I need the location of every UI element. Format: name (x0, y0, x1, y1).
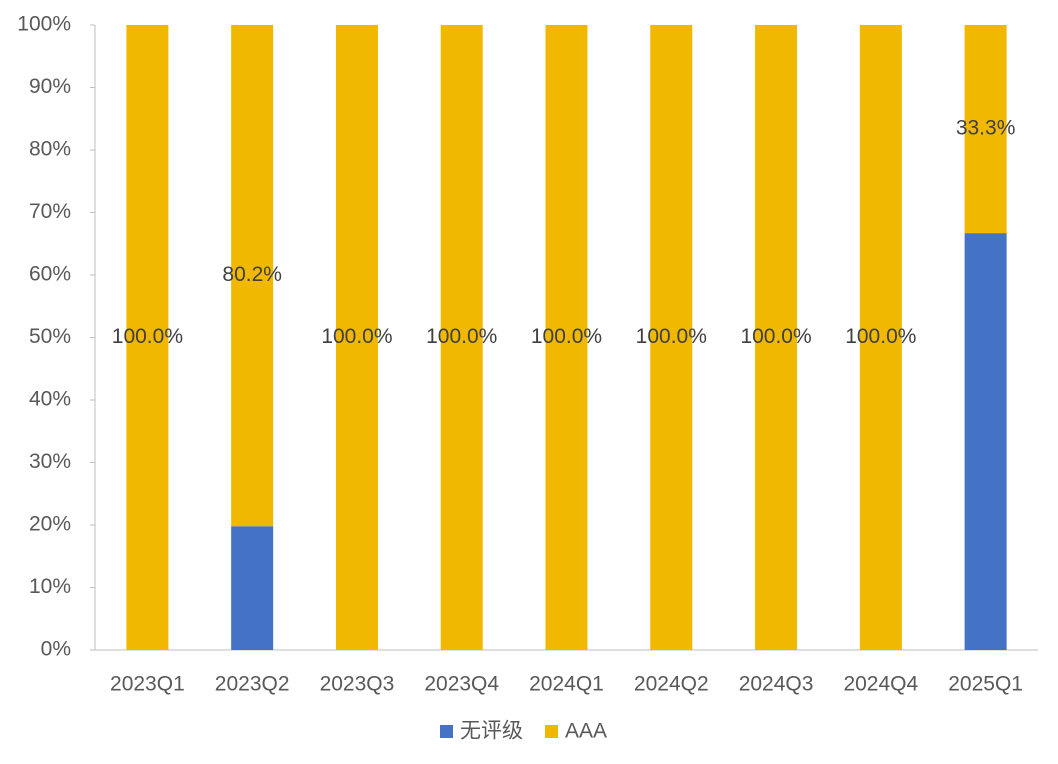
y-tick-label: 50% (29, 325, 71, 348)
x-tick-label: 2024Q2 (634, 673, 709, 696)
bar-segment (650, 25, 693, 650)
y-tick-label: 0% (41, 638, 71, 661)
data-label: 80.2% (222, 263, 282, 286)
data-label: 100.0% (845, 325, 916, 348)
x-tick-label: 2024Q4 (843, 673, 918, 696)
data-label: 33.3% (956, 117, 1016, 140)
y-tick-label: 100% (17, 13, 71, 36)
x-tick-label: 2023Q3 (320, 673, 395, 696)
legend-swatch (545, 725, 558, 738)
x-tick-label: 2023Q1 (110, 673, 185, 696)
x-tick-label: 2024Q3 (739, 673, 814, 696)
y-tick-label: 80% (29, 138, 71, 161)
legend-label: AAA (565, 720, 607, 743)
y-tick-label: 40% (29, 388, 71, 411)
bar-segment (440, 25, 483, 650)
y-tick-label: 10% (29, 575, 71, 598)
bar-segment (231, 25, 274, 527)
y-tick-label: 70% (29, 200, 71, 223)
y-tick-label: 60% (29, 263, 71, 286)
data-label: 100.0% (531, 325, 602, 348)
y-tick-label: 30% (29, 450, 71, 473)
data-label: 100.0% (321, 325, 392, 348)
bar-segment (231, 526, 274, 650)
y-tick-label: 90% (29, 75, 71, 98)
bar-segment (964, 25, 1007, 234)
bar-segment (335, 25, 378, 650)
x-tick-label: 2024Q1 (529, 673, 604, 696)
x-tick-label: 2023Q4 (424, 673, 499, 696)
legend-label: 无评级 (460, 720, 523, 743)
bar-segment (755, 25, 798, 650)
y-tick-label: 20% (29, 513, 71, 536)
data-label: 100.0% (740, 325, 811, 348)
bar-segment (964, 233, 1007, 650)
x-tick-label: 2023Q2 (215, 673, 290, 696)
bar-segment (126, 25, 169, 650)
data-label: 100.0% (426, 325, 497, 348)
bar-segment (545, 25, 588, 650)
x-tick-label: 2025Q1 (948, 673, 1023, 696)
data-label: 100.0% (112, 325, 183, 348)
bar-segment (859, 25, 902, 650)
data-label: 100.0% (636, 325, 707, 348)
legend-swatch (440, 725, 453, 738)
